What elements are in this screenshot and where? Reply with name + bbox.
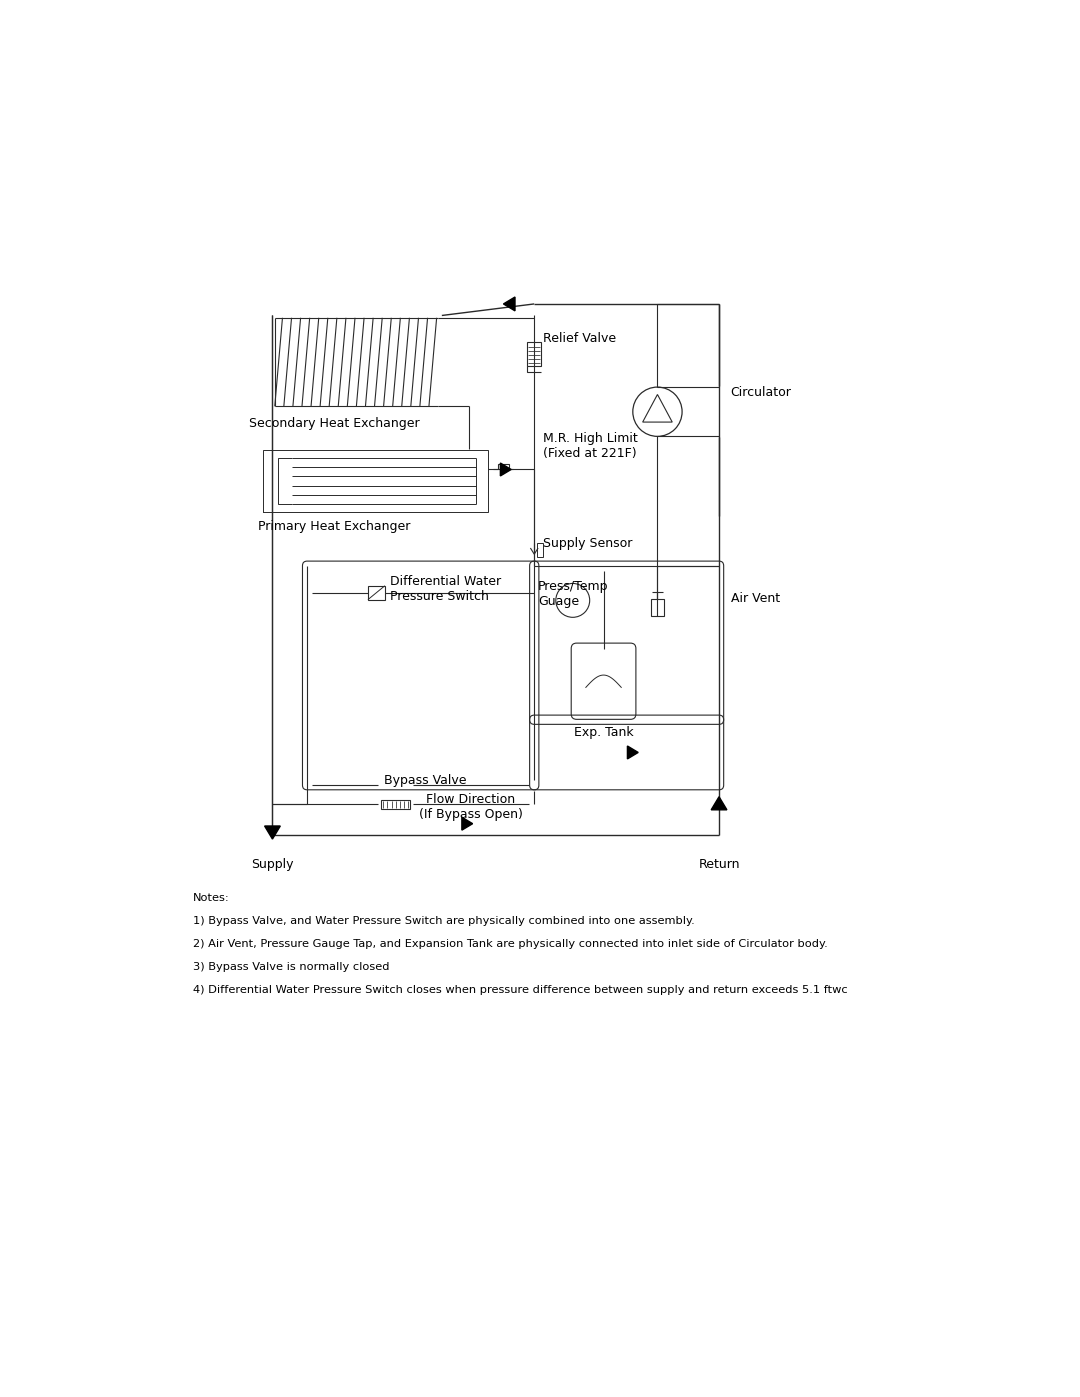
Text: M.R. High Limit
(Fixed at 221F): M.R. High Limit (Fixed at 221F) xyxy=(543,432,638,460)
Polygon shape xyxy=(462,817,473,830)
Polygon shape xyxy=(500,462,511,476)
Bar xyxy=(650,599,664,616)
Text: Secondary Heat Exchanger: Secondary Heat Exchanger xyxy=(248,418,419,430)
Polygon shape xyxy=(265,826,281,840)
Bar xyxy=(381,800,410,809)
Text: Press/Temp
Guage: Press/Temp Guage xyxy=(538,580,609,608)
Text: 1) Bypass Valve, and Water Pressure Switch are physically combined into one asse: 1) Bypass Valve, and Water Pressure Swit… xyxy=(193,916,694,926)
Text: Relief Valve: Relief Valve xyxy=(543,332,617,345)
Text: Exp. Tank: Exp. Tank xyxy=(573,726,633,739)
Polygon shape xyxy=(712,796,727,810)
Text: 4) Differential Water Pressure Switch closes when pressure difference between su: 4) Differential Water Pressure Switch cl… xyxy=(193,985,848,996)
Text: Supply Sensor: Supply Sensor xyxy=(543,538,633,550)
Text: Bypass Valve: Bypass Valve xyxy=(384,774,467,788)
Polygon shape xyxy=(627,746,638,759)
Text: Notes:: Notes: xyxy=(193,893,230,902)
Text: Flow Direction
(If Bypass Open): Flow Direction (If Bypass Open) xyxy=(419,792,523,820)
Polygon shape xyxy=(503,298,515,312)
Bar xyxy=(527,342,541,366)
Text: 3) Bypass Valve is normally closed: 3) Bypass Valve is normally closed xyxy=(193,963,390,972)
Text: Supply: Supply xyxy=(252,858,294,872)
Bar xyxy=(537,543,543,557)
Bar xyxy=(368,585,384,599)
Text: Return: Return xyxy=(699,858,740,872)
Text: Air Vent: Air Vent xyxy=(730,591,780,605)
Text: Differential Water
Pressure Switch: Differential Water Pressure Switch xyxy=(390,574,501,604)
Text: 2) Air Vent, Pressure Gauge Tap, and Expansion Tank are physically connected int: 2) Air Vent, Pressure Gauge Tap, and Exp… xyxy=(193,939,828,949)
Text: Primary Heat Exchanger: Primary Heat Exchanger xyxy=(258,520,410,532)
Text: Circulator: Circulator xyxy=(730,386,792,400)
